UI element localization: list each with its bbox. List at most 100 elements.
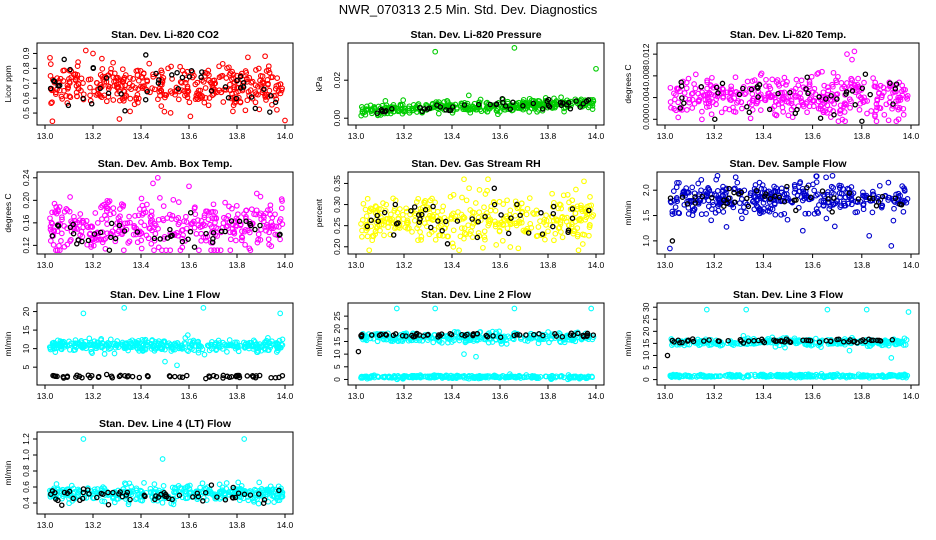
- data-point: [138, 73, 145, 80]
- data-point: [720, 95, 726, 101]
- data-point: [548, 335, 555, 342]
- data-point: [791, 182, 798, 188]
- data-point: [566, 199, 572, 206]
- data-point: [185, 236, 191, 242]
- data-point: [67, 94, 74, 101]
- data-point: [381, 209, 388, 216]
- data-point: [70, 224, 77, 231]
- data-point: [169, 345, 176, 351]
- data-point: [460, 214, 467, 220]
- data-point: [579, 241, 586, 247]
- data-point: [144, 373, 151, 379]
- data-point: [769, 206, 776, 213]
- data-point: [841, 109, 848, 115]
- data-point: [274, 232, 281, 238]
- data-point: [843, 101, 849, 108]
- data-point: [857, 100, 864, 107]
- data-point: [861, 192, 867, 199]
- data-point: [62, 341, 69, 348]
- data-point: [74, 372, 80, 378]
- data-point: [247, 247, 254, 254]
- data-point: [144, 88, 150, 95]
- data-point: [874, 104, 880, 111]
- data-point: [140, 210, 147, 217]
- data-point: [262, 94, 269, 100]
- data-point: [126, 238, 133, 245]
- data-point: [512, 212, 519, 219]
- data-point: [496, 221, 503, 228]
- data-point: [810, 103, 817, 110]
- data-point: [855, 75, 861, 82]
- x-tick-label: 13.2: [396, 391, 413, 401]
- data-point: [179, 374, 186, 381]
- data-point: [734, 179, 741, 186]
- data-point: [90, 64, 96, 71]
- data-point: [172, 88, 178, 95]
- data-point: [73, 225, 79, 232]
- data-point: [545, 228, 551, 235]
- data-point: [848, 75, 855, 82]
- data-point: [538, 210, 544, 216]
- data-point-outlier: [511, 45, 518, 51]
- x-tick-label: 13.8: [540, 131, 557, 141]
- data-point: [692, 194, 698, 200]
- data-point: [713, 101, 719, 108]
- data-point: [59, 214, 65, 221]
- points: [667, 48, 911, 125]
- data-point: [867, 195, 873, 202]
- data-point: [692, 85, 699, 92]
- data-point: [838, 80, 845, 86]
- data-point: [105, 501, 112, 508]
- x-tick-label: 13.4: [444, 391, 461, 401]
- data-point: [359, 227, 365, 234]
- data-point: [149, 343, 155, 350]
- data-point: [210, 227, 217, 234]
- data-point: [533, 207, 540, 214]
- data-point: [161, 234, 168, 240]
- data-point: [166, 373, 173, 379]
- data-point: [430, 339, 437, 346]
- data-point: [258, 216, 265, 223]
- data-point: [175, 199, 182, 205]
- y-tick-label: 0.004: [641, 87, 651, 109]
- data-point: [738, 99, 745, 106]
- data-point: [414, 109, 420, 115]
- data-point: [143, 232, 150, 239]
- data-point: [103, 75, 110, 81]
- data-point: [201, 99, 208, 106]
- data-point: [59, 216, 65, 223]
- data-point: [686, 96, 693, 103]
- data-point: [274, 106, 280, 113]
- data-point: [761, 196, 768, 203]
- data-point: [85, 237, 92, 244]
- data-point: [902, 86, 908, 93]
- data-point: [250, 337, 257, 344]
- data-point: [225, 342, 232, 348]
- points: [358, 176, 597, 254]
- data-point-outlier: [703, 306, 710, 313]
- data-point: [226, 72, 233, 78]
- data-point: [249, 342, 255, 349]
- data-point: [449, 240, 456, 247]
- data-point: [813, 173, 820, 180]
- data-point: [509, 102, 516, 109]
- data-point: [187, 209, 194, 216]
- data-point: [443, 107, 449, 113]
- data-point: [259, 73, 266, 80]
- data-point: [264, 222, 270, 228]
- data-point: [98, 336, 105, 342]
- data-point: [787, 93, 794, 99]
- data-point: [422, 206, 429, 213]
- data-point: [757, 210, 763, 217]
- data-point: [170, 196, 177, 203]
- panel-title: Stan. Dev. Line 4 (LT) Flow: [99, 418, 232, 430]
- data-point: [384, 215, 391, 222]
- data-point: [829, 209, 835, 215]
- x-tick-label: 13.0: [37, 391, 54, 401]
- data-point: [837, 110, 843, 117]
- data-point: [541, 216, 548, 223]
- data-point: [897, 192, 903, 199]
- data-point: [844, 80, 850, 86]
